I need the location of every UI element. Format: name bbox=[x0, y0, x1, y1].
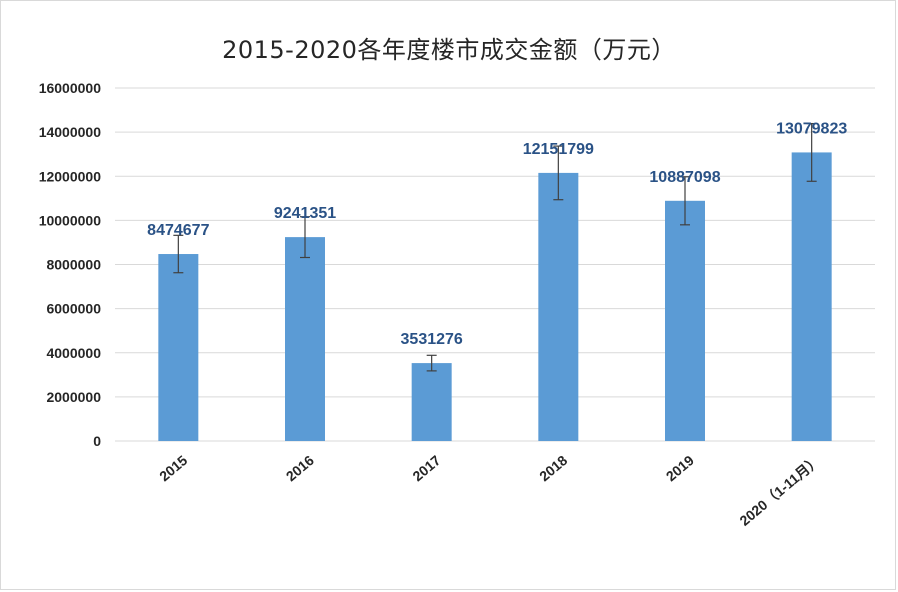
x-tick-label: 2020（1-11月） bbox=[736, 452, 823, 529]
x-tick-label: 2017 bbox=[409, 452, 443, 484]
bars bbox=[158, 152, 832, 442]
x-tick-label: 2016 bbox=[283, 452, 317, 484]
x-tick-label: 2018 bbox=[536, 452, 570, 484]
data-label: 8474677 bbox=[147, 222, 209, 239]
data-labels: 8474677 9241351 3531276 12151799 10887098 130… bbox=[147, 120, 847, 348]
bar bbox=[158, 254, 199, 441]
data-label: 13079823 bbox=[776, 120, 847, 137]
error-bar bbox=[680, 176, 690, 226]
data-label: 9241351 bbox=[274, 205, 336, 222]
error-bar bbox=[300, 216, 310, 259]
bar bbox=[538, 172, 579, 441]
data-label: 3531276 bbox=[401, 331, 463, 348]
error-bar bbox=[173, 234, 184, 274]
y-tick-label: 16000000 bbox=[39, 80, 102, 96]
data-label: 12151799 bbox=[523, 141, 594, 158]
error-bar bbox=[553, 145, 564, 201]
gridlines bbox=[115, 87, 875, 442]
y-tick-label: 0 bbox=[93, 433, 101, 449]
y-tick-label: 10000000 bbox=[39, 212, 102, 228]
y-tick-label: 2000000 bbox=[46, 389, 101, 405]
y-tick-label: 8000000 bbox=[46, 257, 101, 273]
y-axis: 0 2000000 4000000 6000000 8000000 10000000 120… bbox=[39, 80, 102, 449]
x-tick-label: 2015 bbox=[156, 452, 190, 484]
error-bar bbox=[806, 122, 817, 182]
x-tick-label: 2019 bbox=[663, 452, 697, 484]
error-bars bbox=[173, 122, 817, 372]
y-tick-label: 12000000 bbox=[39, 168, 102, 184]
x-axis: 2015 2016 2017 2018 2019 2020（1-11月） bbox=[156, 452, 823, 529]
y-tick-label: 14000000 bbox=[39, 124, 102, 140]
bar bbox=[285, 237, 325, 441]
y-tick-label: 4000000 bbox=[46, 345, 101, 361]
bar bbox=[791, 152, 832, 442]
data-label: 10887098 bbox=[649, 169, 720, 186]
y-tick-label: 6000000 bbox=[46, 301, 101, 317]
bar bbox=[411, 363, 452, 441]
chart-title: 2015-2020各年度楼市成交金额（万元） bbox=[222, 36, 676, 64]
error-bar bbox=[426, 354, 437, 372]
bar bbox=[665, 200, 705, 441]
